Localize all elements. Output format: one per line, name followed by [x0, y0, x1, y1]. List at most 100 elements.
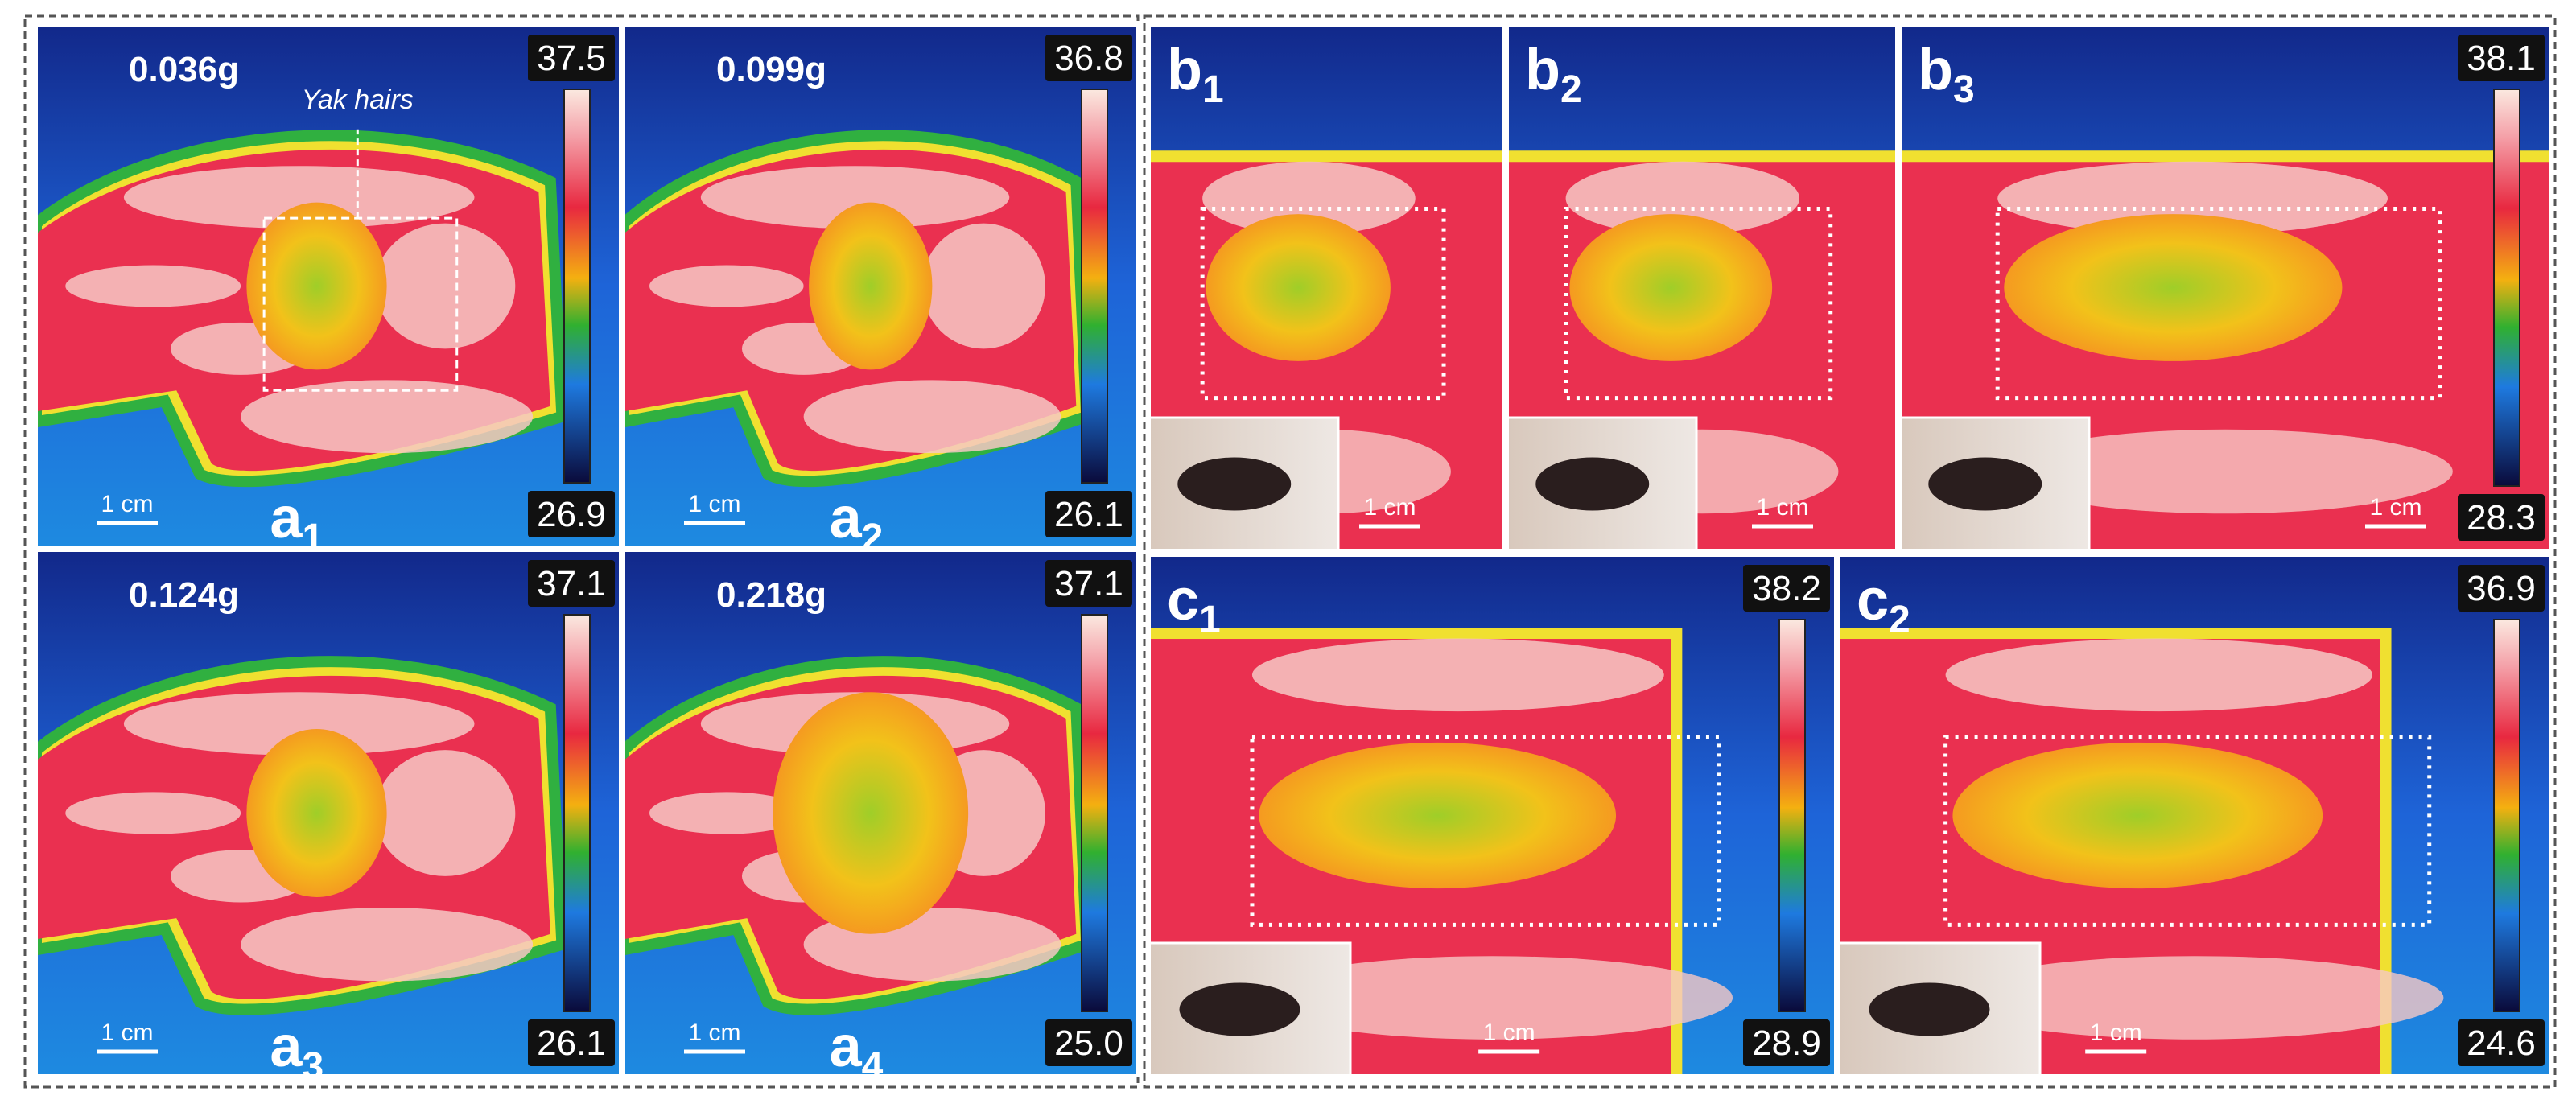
hair-in-photo — [1535, 457, 1650, 511]
panel-label: a3 — [270, 1015, 324, 1088]
hot-spot — [1945, 956, 2444, 1040]
hot-spot — [649, 265, 804, 307]
temp-label-bg — [1045, 35, 1132, 81]
hair-in-photo — [1928, 457, 2042, 511]
hot-spot — [1997, 161, 2388, 236]
colorbar — [1778, 619, 1806, 1012]
sample-mass: 0.099g — [716, 50, 826, 89]
min-temperature: 25.0 — [1054, 1023, 1123, 1063]
temp-label-bg — [2458, 1019, 2545, 1066]
hair-in-photo — [1179, 982, 1300, 1036]
panel-letter: a — [270, 486, 303, 550]
scale-bar-label: 1 cm — [688, 1019, 740, 1046]
max-temperature: 37.5 — [537, 39, 606, 78]
hot-spot — [123, 692, 475, 756]
panel-subscript: 4 — [862, 1045, 884, 1088]
scale-bar-label: 1 cm — [688, 491, 740, 517]
max-temperature: 38.1 — [2467, 39, 2536, 78]
panel-border — [35, 549, 622, 1077]
panel-subscript: 3 — [302, 1045, 324, 1088]
colorbar — [563, 89, 591, 484]
hair-patch — [1206, 214, 1391, 361]
temp-label-bg — [1743, 1019, 1830, 1066]
panel-label: b2 — [1525, 38, 1582, 111]
panel-letter: c — [1167, 568, 1199, 632]
sample-mass: 0.218g — [716, 575, 826, 615]
min-temperature: 26.9 — [537, 495, 606, 534]
group-frame — [1143, 14, 2557, 1089]
sample-mass: 0.124g — [129, 575, 239, 615]
max-temperature: 36.8 — [1054, 39, 1123, 78]
hair-patch — [773, 692, 969, 934]
temp-label-bg — [1045, 1019, 1132, 1066]
temp-label-bg — [528, 1019, 615, 1066]
panel-label: c1 — [1167, 568, 1221, 641]
hot-spot — [803, 380, 1061, 454]
max-temperature: 37.1 — [537, 564, 606, 603]
scale-bar-label: 1 cm — [1483, 1019, 1535, 1046]
hot-spot — [700, 166, 1010, 229]
colorbar — [1081, 89, 1108, 484]
hot-spot — [1945, 638, 2372, 712]
min-temperature: 24.6 — [2467, 1023, 2536, 1063]
panel-label: c2 — [1857, 568, 1910, 641]
dashed-frame — [262, 216, 459, 392]
panel-letter: a — [830, 486, 863, 550]
min-temperature: 26.1 — [537, 1023, 606, 1063]
thermal-panel — [36, 550, 620, 1076]
temp-label-bg — [528, 491, 615, 537]
hot-spot — [1251, 956, 1733, 1040]
temp-label-bg — [1743, 565, 1830, 612]
max-temperature: 36.9 — [2467, 569, 2536, 608]
panel-border — [622, 23, 1140, 549]
panel-letter: c — [1857, 568, 1889, 632]
hot-spot — [375, 223, 516, 349]
max-temperature: 37.1 — [1054, 564, 1123, 603]
scale-bar-label: 1 cm — [2369, 494, 2421, 521]
hair-patch — [1259, 742, 1617, 889]
dotted-frame — [1564, 207, 1833, 401]
panel-letter: a — [270, 1015, 303, 1079]
temp-label-bg — [2458, 565, 2545, 612]
hair-in-photo — [1869, 982, 1990, 1036]
hot-spot — [1997, 429, 2453, 514]
hair-patch — [1952, 742, 2323, 889]
thermal-panel — [1839, 555, 2550, 1076]
thermal-panel — [624, 25, 1138, 547]
temp-label-bg — [2458, 35, 2545, 81]
panel-subscript: 2 — [1889, 599, 1910, 641]
colorbar — [1081, 614, 1108, 1012]
temp-label-bg — [528, 560, 615, 607]
dotted-frame — [1200, 207, 1446, 401]
hot-spot — [1251, 638, 1664, 712]
panel-label: a4 — [830, 1015, 884, 1088]
hair-patch — [1569, 214, 1773, 361]
hair-patch — [246, 202, 387, 370]
panel-border — [1148, 23, 1506, 552]
hot-spot — [375, 750, 516, 876]
panel-border — [1148, 554, 1837, 1077]
sample-mass: 0.036g — [129, 50, 239, 89]
hot-spot — [649, 792, 804, 834]
hot-spot — [921, 223, 1045, 349]
thermal-panel: Yak hairs — [36, 25, 620, 547]
panel-letter: b — [1525, 38, 1560, 102]
hot-spot — [1202, 161, 1416, 236]
scale-bar-label: 1 cm — [101, 1019, 153, 1046]
dotted-frame — [1995, 207, 2442, 401]
hair-in-photo — [1177, 457, 1292, 511]
thermal-panel — [1507, 25, 1897, 550]
thermal-panel — [1149, 555, 1836, 1076]
scale-bar-label: 1 cm — [2090, 1019, 2142, 1046]
panel-subscript: 2 — [1560, 68, 1582, 111]
panel-border — [1898, 23, 2552, 552]
min-temperature: 28.3 — [2467, 498, 2536, 537]
panel-border — [622, 549, 1140, 1077]
panel-border — [1506, 23, 1898, 552]
hot-spot — [65, 792, 241, 834]
colorbar — [563, 614, 591, 1012]
panel-subscript: 3 — [1953, 68, 1975, 111]
panel-letter: a — [830, 1015, 863, 1079]
